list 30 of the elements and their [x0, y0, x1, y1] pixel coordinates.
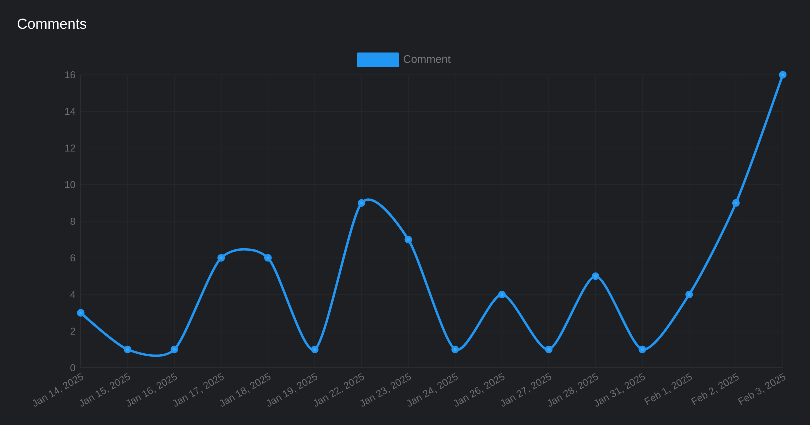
y-tick-label: 16 — [65, 71, 76, 79]
x-tick-label: Feb 1, 2025 — [644, 373, 692, 406]
legend-label: Comment — [404, 55, 451, 64]
y-tick-label: 12 — [65, 144, 76, 152]
point — [779, 71, 787, 79]
chart-title: Comments — [18, 18, 87, 30]
point — [218, 254, 226, 262]
x-tick-label: Feb 3, 2025 — [738, 373, 786, 406]
y-tick-label: 8 — [70, 218, 76, 226]
point — [358, 199, 366, 207]
point — [77, 309, 85, 317]
y-tick-label: 6 — [70, 254, 76, 262]
point — [498, 290, 506, 299]
y-tick-label: 0 — [70, 364, 76, 372]
point — [452, 346, 460, 354]
x-tick-label: Feb 2, 2025 — [691, 373, 739, 406]
point — [264, 254, 272, 262]
point — [311, 346, 319, 354]
y-tick-label: 14 — [65, 108, 76, 116]
point — [404, 236, 412, 244]
point — [638, 346, 646, 354]
point — [686, 290, 694, 299]
point — [592, 272, 600, 280]
point — [124, 346, 132, 354]
point — [545, 346, 553, 354]
y-tick-label: 10 — [65, 181, 76, 188]
y-tick-label: 2 — [70, 328, 76, 335]
point — [732, 199, 740, 207]
y-tick-label: 4 — [70, 291, 76, 298]
point — [170, 346, 178, 354]
